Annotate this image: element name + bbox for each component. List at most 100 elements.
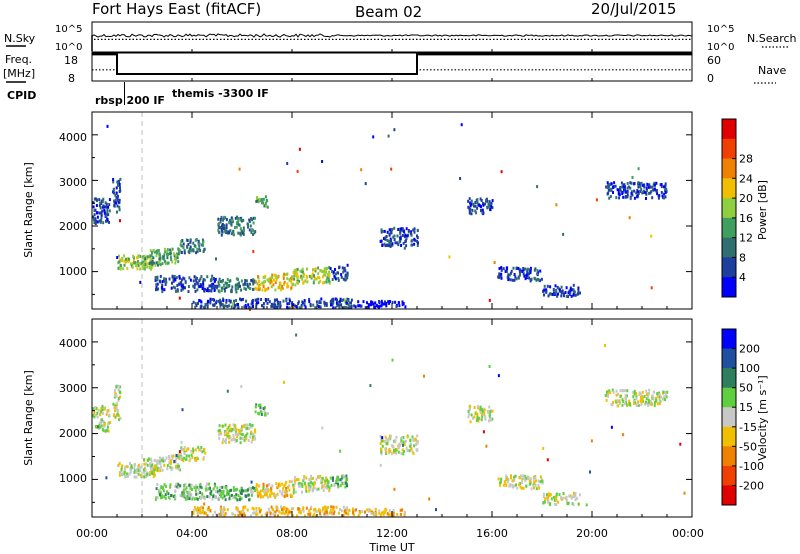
power-cell bbox=[150, 254, 153, 258]
velocity-cell bbox=[187, 497, 189, 501]
power-cell bbox=[182, 276, 185, 280]
velocity-cell bbox=[348, 508, 351, 512]
power-cell bbox=[281, 286, 283, 290]
power-cell bbox=[113, 191, 115, 195]
power-cell bbox=[338, 306, 341, 310]
cbar-swatch bbox=[722, 329, 736, 350]
velocity-cell bbox=[343, 509, 346, 513]
velocity-cell bbox=[115, 394, 118, 398]
velocity-cell bbox=[280, 492, 283, 496]
power-cell bbox=[114, 193, 117, 197]
velocity-cell bbox=[548, 493, 551, 497]
power-cell bbox=[652, 188, 655, 192]
velocity-cell bbox=[155, 487, 158, 491]
cbar-swatch bbox=[722, 257, 736, 278]
velocity-speck bbox=[173, 459, 176, 463]
velocity-cell bbox=[197, 492, 200, 496]
power-cell bbox=[165, 249, 168, 253]
velocity-cell bbox=[542, 495, 545, 498]
power-cell bbox=[195, 279, 198, 283]
power-cell bbox=[293, 268, 296, 272]
velocity-cell bbox=[162, 487, 164, 491]
velocity-cell bbox=[539, 480, 542, 484]
power-cell bbox=[117, 261, 120, 265]
velocity-cell bbox=[291, 507, 294, 511]
power-cell bbox=[162, 255, 165, 259]
velocity-cell bbox=[221, 496, 224, 500]
velocity-cell bbox=[347, 509, 350, 513]
velocity-cell bbox=[153, 464, 156, 468]
power-cell bbox=[390, 229, 392, 233]
velocity-cell bbox=[169, 459, 172, 463]
velocity-region-17 bbox=[467, 404, 494, 424]
power-cell bbox=[263, 204, 266, 208]
cbar-swatch bbox=[722, 465, 736, 486]
velocity-cell bbox=[266, 489, 269, 493]
power-cell bbox=[509, 278, 512, 282]
power-cell bbox=[100, 212, 103, 216]
power-cell bbox=[93, 213, 96, 217]
velocity-cell bbox=[228, 490, 230, 494]
velocity-cell bbox=[522, 474, 525, 478]
power-cell bbox=[245, 299, 248, 303]
power-cell bbox=[255, 200, 258, 203]
velocity-cell bbox=[406, 449, 409, 453]
power-cell bbox=[380, 299, 383, 303]
power-cell bbox=[189, 238, 192, 242]
power-cell bbox=[233, 304, 236, 308]
power-cell bbox=[288, 306, 291, 310]
velocity-cell bbox=[255, 403, 258, 407]
velocity-cell bbox=[401, 436, 403, 440]
velocity-cell bbox=[197, 508, 200, 512]
velocity-cell bbox=[509, 483, 512, 487]
velocity-cell bbox=[240, 487, 243, 491]
velocity-cell bbox=[289, 510, 292, 514]
velocity-region-1 bbox=[112, 384, 122, 422]
power-cell bbox=[626, 181, 629, 185]
velocity-cell bbox=[384, 439, 386, 443]
power-cell bbox=[154, 263, 157, 267]
power-cell bbox=[224, 227, 227, 231]
velocity-cell bbox=[305, 506, 308, 510]
power-cell bbox=[416, 239, 419, 243]
velocity-cell bbox=[359, 511, 362, 515]
power-cell bbox=[332, 270, 335, 274]
velocity-cell bbox=[510, 476, 512, 480]
power-cell bbox=[476, 206, 479, 210]
velocity-cell bbox=[475, 418, 478, 422]
power-cell bbox=[234, 287, 237, 291]
velocity-cell bbox=[224, 431, 227, 435]
power-cell bbox=[255, 305, 258, 309]
velocity-speck bbox=[679, 442, 682, 446]
power-cell bbox=[536, 269, 539, 273]
velocity-cell bbox=[149, 470, 152, 474]
velocity-cell bbox=[227, 436, 230, 440]
power-cell bbox=[223, 287, 226, 291]
power-cell bbox=[143, 262, 146, 266]
power-cell bbox=[256, 282, 259, 286]
power-cell bbox=[197, 242, 200, 246]
velocity-cell bbox=[311, 489, 314, 493]
power-cell bbox=[118, 205, 121, 209]
velocity-cell bbox=[185, 454, 188, 458]
velocity-cell bbox=[381, 439, 384, 443]
velocity-cell bbox=[130, 464, 133, 468]
power-cell bbox=[526, 268, 529, 272]
velocity-cell bbox=[324, 510, 326, 514]
velocity-cell bbox=[224, 498, 227, 502]
velocity-speck bbox=[485, 444, 488, 448]
power-cell bbox=[522, 267, 525, 270]
velocity-cell bbox=[577, 502, 580, 506]
power-cell bbox=[115, 191, 118, 195]
power-cell bbox=[217, 228, 220, 232]
power-cell bbox=[253, 280, 256, 284]
velocity-cell bbox=[220, 432, 223, 436]
power-cell bbox=[144, 257, 146, 261]
power-cell bbox=[302, 280, 305, 284]
velocity-cell bbox=[164, 496, 167, 500]
power-speck bbox=[346, 263, 349, 267]
power-cell bbox=[283, 282, 285, 286]
cbar-swatch bbox=[722, 407, 736, 428]
velocity-cell bbox=[172, 454, 175, 458]
power-cell bbox=[323, 303, 326, 307]
